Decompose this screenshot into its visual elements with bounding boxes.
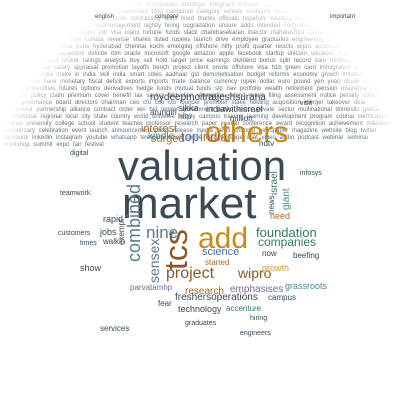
word-ndtv: ndtv — [259, 139, 275, 148]
word-arungiri: arungiri — [150, 108, 177, 117]
word-nine: nine — [146, 223, 179, 242]
word-engineers: engineers — [240, 330, 271, 337]
word-interest: interest — [141, 123, 178, 135]
word-started: started — [205, 258, 230, 267]
word-jobs: jobs — [100, 227, 117, 237]
word-http: http — [178, 112, 192, 121]
word-grassroots: grassroots — [285, 281, 328, 291]
word-important: important — [330, 14, 356, 20]
word-giant: giant — [281, 188, 292, 210]
word-add: add — [198, 222, 249, 255]
word-indiawithisrael: indiawithisrael — [206, 104, 263, 114]
word-companies: companies — [258, 235, 317, 249]
word-project: project — [166, 265, 215, 282]
word-news: news — [267, 195, 276, 214]
word-english: english — [95, 14, 115, 20]
word-walkin: walkin — [103, 237, 126, 246]
word-times: times — [80, 240, 97, 247]
word-million: million — [230, 114, 253, 123]
word-exempt: exempt — [117, 218, 126, 245]
word-technology: technology — [178, 304, 222, 314]
word-freshersoperations: freshersoperations — [175, 292, 258, 303]
word-top: top — [181, 129, 200, 144]
word-graduates: graduates — [185, 320, 217, 327]
word-science: science — [202, 246, 240, 258]
word-growth: growth — [262, 263, 290, 273]
word-digital: digital — [70, 150, 89, 157]
word-customers: customers — [58, 230, 91, 237]
word-others: others — [205, 116, 289, 149]
word-now: now — [262, 249, 277, 258]
word-hiring: hiring — [250, 315, 268, 322]
word-teamwork: teamwork — [60, 190, 91, 197]
word-market: market — [122, 179, 257, 228]
word-fear: fear — [158, 299, 172, 308]
word-israel: israel — [269, 171, 280, 195]
word-roydeepmoitra: roydeepmoitra — [150, 92, 214, 103]
word-rajeshsurana: rajeshsurana — [208, 92, 266, 103]
word-combined: combined — [124, 183, 144, 262]
word-foundation: foundation — [256, 225, 317, 240]
word-kindle: kindle — [148, 131, 175, 142]
word-sensex: sensex — [146, 238, 162, 283]
word-campus: campus — [268, 293, 297, 302]
word-services: services — [100, 324, 130, 333]
word-accenture: accenture — [226, 304, 262, 313]
word-wipro: wipro — [238, 265, 272, 281]
word-parvatamhp: parvatamhp — [130, 283, 173, 292]
word-show: show — [80, 263, 102, 273]
word-research: research — [185, 286, 224, 297]
word-compare: compare — [155, 14, 179, 20]
word-beefing: beefing — [293, 251, 320, 260]
word-surged: surged — [151, 133, 185, 145]
word-need: need — [270, 211, 291, 221]
word-sikka: sikka — [178, 103, 199, 113]
word-infosys: infosys — [300, 170, 322, 177]
word-valuation: valuation — [118, 142, 287, 189]
word-emphasises: emphasises — [230, 284, 284, 295]
word-rapid: rapid — [103, 214, 124, 224]
word-indian: indian — [200, 129, 235, 144]
word-visit: visit — [300, 100, 313, 107]
